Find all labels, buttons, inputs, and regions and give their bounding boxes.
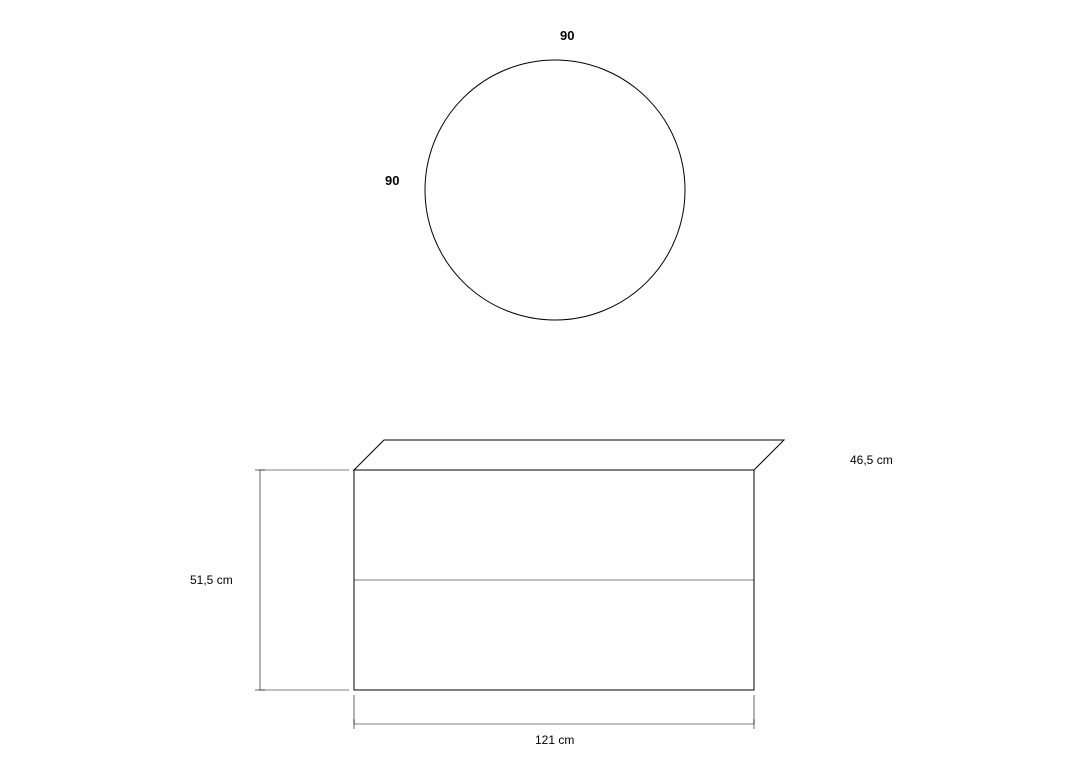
technical-drawing: 90 90 46,5 cm 51,5 cm 121 cm	[0, 0, 1080, 764]
depth-label: 46,5 cm	[850, 453, 893, 467]
mirror-circle	[425, 60, 685, 320]
height-label: 51,5 cm	[190, 573, 233, 587]
circle-left-label: 90	[385, 173, 399, 188]
circle-top-label: 90	[560, 28, 574, 43]
width-label: 121 cm	[535, 733, 574, 747]
cabinet-top	[354, 440, 784, 470]
